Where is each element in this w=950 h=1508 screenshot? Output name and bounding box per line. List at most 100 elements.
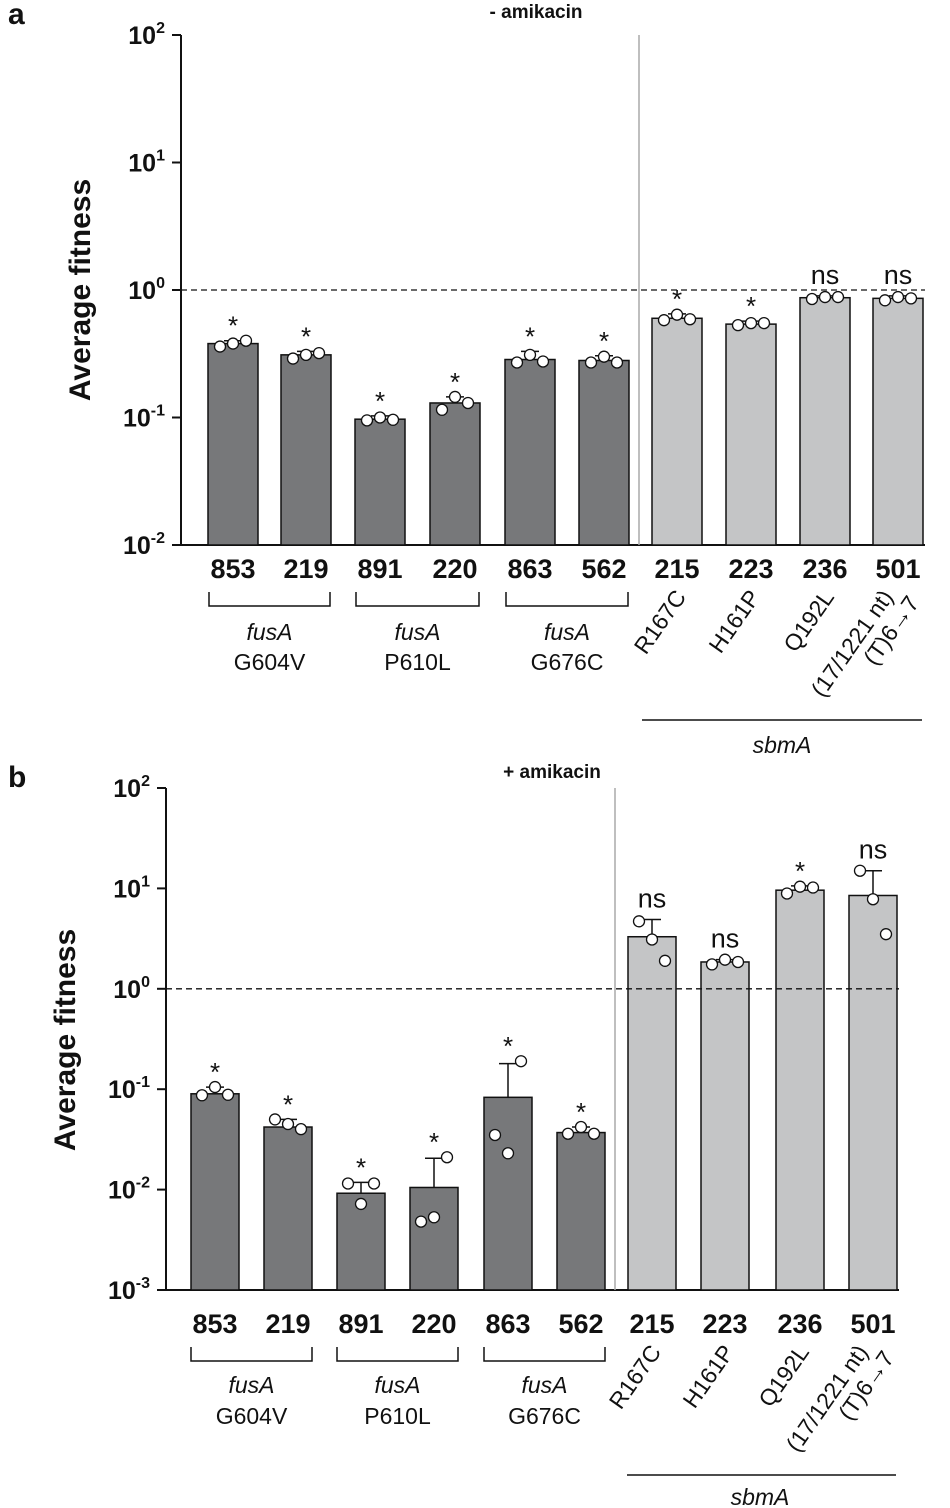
bar bbox=[409, 1186, 459, 1291]
category-label: 891 bbox=[357, 554, 402, 584]
group-bracket bbox=[336, 1347, 459, 1362]
data-point bbox=[683, 313, 697, 326]
data-point bbox=[853, 864, 867, 877]
category-label: 236 bbox=[777, 1309, 822, 1339]
data-point bbox=[488, 1128, 502, 1142]
group-mutation-label: P610L bbox=[384, 649, 451, 675]
data-point bbox=[780, 887, 794, 900]
group-mutation-label: G604V bbox=[234, 649, 306, 675]
category-label: 853 bbox=[210, 554, 255, 584]
bar bbox=[700, 961, 750, 1291]
bar bbox=[556, 1131, 606, 1291]
bar bbox=[651, 317, 703, 546]
y-tick-label: 102 bbox=[128, 20, 165, 50]
category-label: 223 bbox=[702, 1309, 747, 1339]
data-point bbox=[718, 953, 732, 966]
chart-title: + amikacin bbox=[503, 762, 601, 783]
chart-title: - amikacin bbox=[490, 2, 583, 23]
bar bbox=[799, 296, 851, 546]
data-point bbox=[657, 314, 671, 327]
y-tick-exponent: 2 bbox=[156, 20, 165, 37]
bar bbox=[504, 358, 556, 546]
data-point bbox=[213, 340, 227, 353]
group-mutation-label: G676C bbox=[508, 1403, 581, 1429]
significance-marker: * bbox=[672, 284, 682, 314]
category-label: 501 bbox=[875, 554, 920, 584]
category-label: 220 bbox=[411, 1309, 456, 1339]
data-point bbox=[705, 958, 719, 971]
data-point bbox=[831, 290, 845, 304]
y-tick-label: 102 bbox=[113, 773, 150, 803]
y-tick-exponent: 0 bbox=[156, 275, 165, 292]
y-tick-exponent: -1 bbox=[151, 403, 165, 420]
data-point bbox=[818, 290, 832, 304]
y-tick-label: 10-2 bbox=[108, 1175, 150, 1205]
group-mutation-label: P610L bbox=[364, 1403, 431, 1429]
data-point bbox=[281, 1117, 295, 1131]
y-tick-base: 10 bbox=[108, 1277, 136, 1305]
y-tick-label: 10-3 bbox=[108, 1275, 150, 1305]
y-tick-base: 10 bbox=[123, 532, 151, 560]
y-tick-label: 101 bbox=[113, 873, 150, 903]
data-point bbox=[299, 348, 313, 362]
bar bbox=[429, 402, 481, 546]
data-point bbox=[239, 334, 253, 347]
bar bbox=[627, 935, 677, 1291]
data-point bbox=[461, 396, 475, 410]
group-bracket bbox=[208, 592, 331, 607]
data-point bbox=[448, 390, 462, 404]
sbma-mutation-label: R167C bbox=[604, 1340, 666, 1414]
category-label: 562 bbox=[581, 554, 626, 584]
bar bbox=[578, 359, 630, 546]
y-tick-base: 10 bbox=[128, 22, 156, 50]
y-tick-base: 10 bbox=[113, 775, 141, 803]
data-point bbox=[645, 933, 659, 946]
data-point bbox=[367, 1177, 381, 1190]
category-label: 219 bbox=[283, 554, 328, 584]
data-point bbox=[866, 893, 880, 906]
sbma-mutation-label: H161P bbox=[677, 1340, 739, 1413]
bar bbox=[483, 1096, 533, 1291]
data-point bbox=[744, 316, 758, 330]
data-point bbox=[226, 337, 240, 350]
data-point bbox=[793, 880, 807, 893]
data-point bbox=[523, 348, 537, 362]
data-point bbox=[757, 316, 771, 330]
data-point bbox=[195, 1089, 209, 1102]
data-point bbox=[904, 292, 918, 305]
y-tick-label: 101 bbox=[128, 148, 165, 178]
data-point bbox=[208, 1080, 222, 1094]
data-point bbox=[221, 1088, 235, 1101]
group-mutation-label: G676C bbox=[531, 649, 604, 675]
significance-marker: ns bbox=[811, 260, 840, 290]
group-bracket bbox=[355, 592, 480, 607]
significance-marker: * bbox=[525, 321, 535, 351]
bar bbox=[280, 354, 332, 546]
y-tick-label: 10-1 bbox=[108, 1074, 150, 1104]
data-point bbox=[805, 292, 819, 306]
category-label: 501 bbox=[850, 1309, 895, 1339]
data-point bbox=[354, 1197, 368, 1211]
data-point bbox=[561, 1127, 575, 1140]
sbma-mutation-label: R167C bbox=[629, 585, 691, 659]
data-point bbox=[670, 308, 684, 321]
significance-marker: ns bbox=[638, 884, 667, 914]
significance-marker: ns bbox=[884, 260, 913, 290]
category-label: 220 bbox=[432, 554, 477, 584]
sbma-mutation-label: Q192L bbox=[778, 585, 839, 657]
y-tick-exponent: -2 bbox=[151, 530, 165, 547]
data-point bbox=[312, 346, 326, 360]
group-gene-label: fusA bbox=[521, 1372, 567, 1398]
sbma-mutation-label: H161P bbox=[703, 585, 765, 658]
y-tick-exponent: 1 bbox=[141, 873, 150, 890]
bar bbox=[775, 889, 825, 1291]
data-point bbox=[286, 352, 300, 365]
data-point bbox=[373, 411, 387, 424]
data-point bbox=[341, 1177, 355, 1190]
significance-marker: * bbox=[450, 367, 460, 397]
significance-marker: * bbox=[599, 326, 609, 356]
data-point bbox=[878, 294, 892, 307]
category-label: 891 bbox=[338, 1309, 383, 1339]
